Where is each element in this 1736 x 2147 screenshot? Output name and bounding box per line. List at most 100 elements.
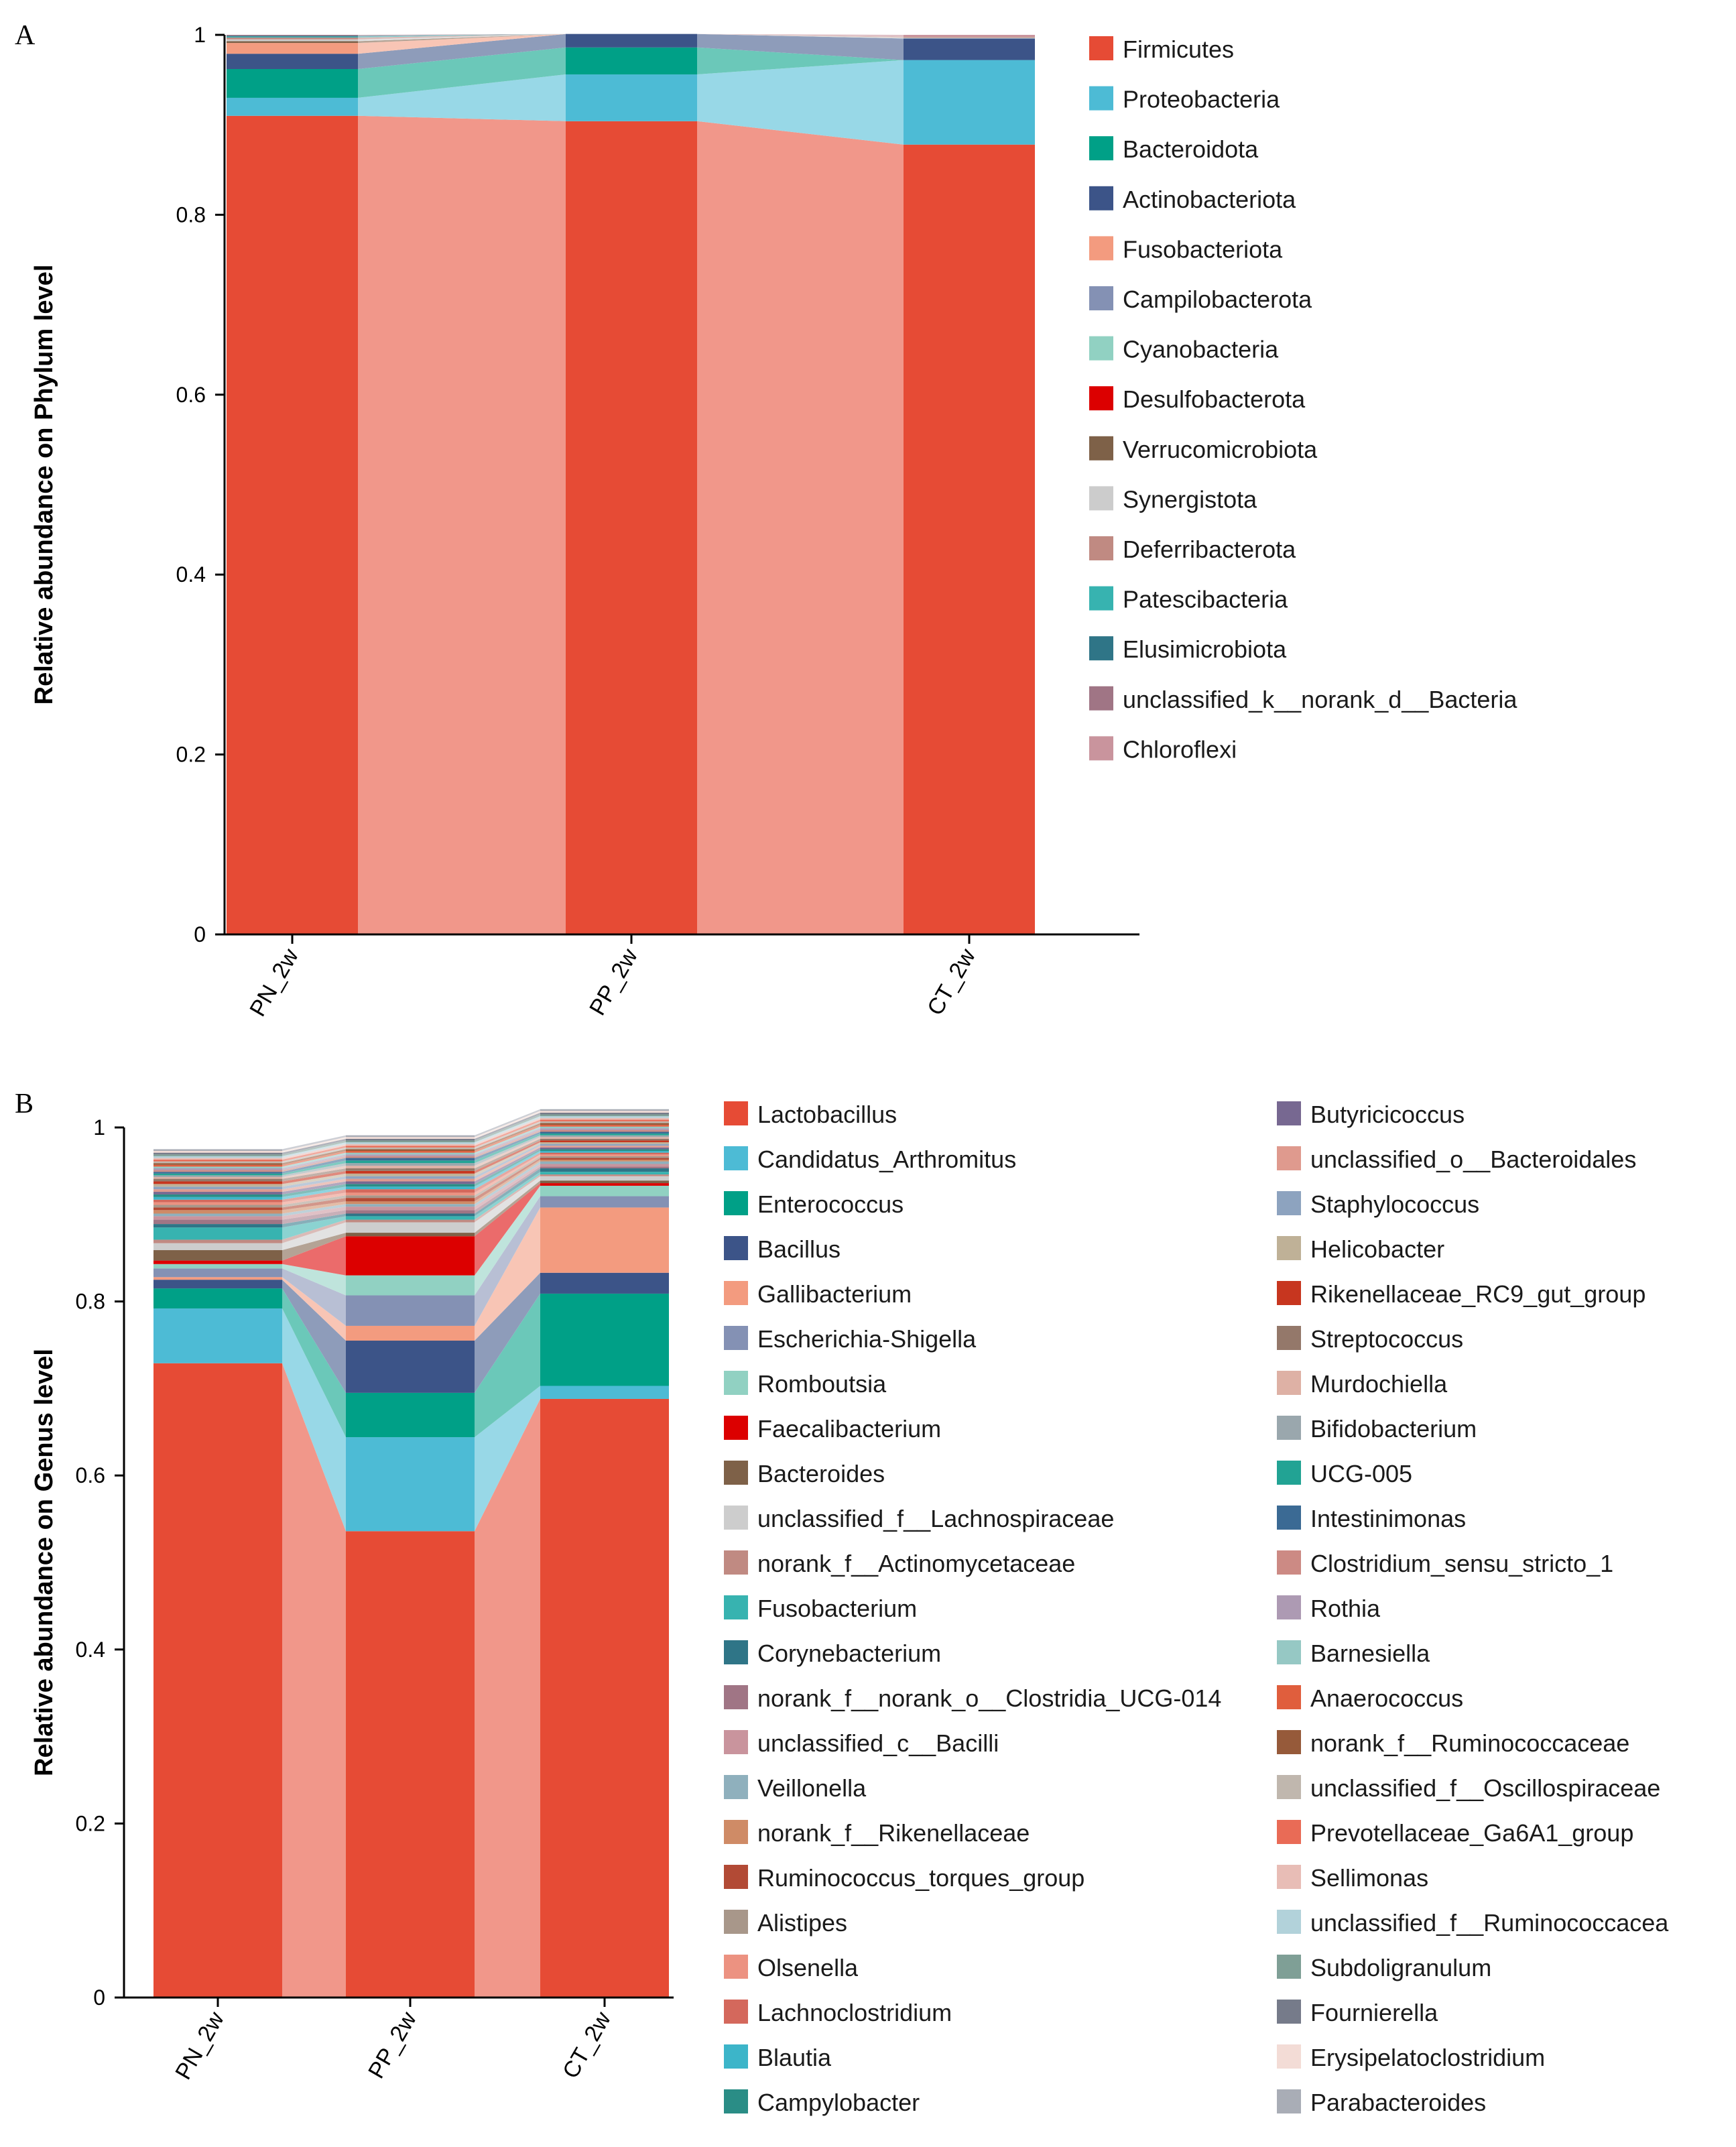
bar-segment-Anaerococcus-CT_2w xyxy=(540,1125,669,1127)
legend-item: norank_f__Rikenellaceae xyxy=(724,1819,1030,1847)
legend-label: Erysipelatoclostridium xyxy=(1310,2044,1545,2071)
legend-swatch xyxy=(1089,336,1113,361)
legend-swatch xyxy=(724,1371,748,1395)
bar-segment-Olsenella-PN_2w xyxy=(153,1202,282,1205)
bar-segment-Streptococcus-CT_2w xyxy=(540,1138,669,1141)
legend-item: unclassified_c__Bacilli xyxy=(724,1729,999,1757)
band-Parabacteroides-PP_2w-to-CT_2w xyxy=(475,1109,540,1138)
legend-swatch xyxy=(724,1730,748,1754)
legend-swatch xyxy=(724,1640,748,1664)
band-Bacteroides-PP_2w-to-CT_2w xyxy=(475,1180,540,1237)
band-unclassified_c__Bacilli-PP_2w-to-CT_2w xyxy=(475,1164,540,1211)
y-tick-label: 0.8 xyxy=(76,1290,105,1314)
bar-segment-Lachnoclostridium-CT_2w xyxy=(540,1152,669,1155)
bar-segment-Lactobacillus-PP_2w xyxy=(346,1531,475,1998)
bar-segment-Barnesiella-PN_2w xyxy=(153,1166,282,1169)
legend-item: Erysipelatoclostridium xyxy=(1277,2044,1545,2071)
bar-segment-norank_f__Ruminococcaceae-PN_2w xyxy=(153,1163,282,1165)
band-Rothia-PP_2w-to-CT_2w xyxy=(475,1128,540,1156)
bar-segment-Actinobacteriota-CT_2w xyxy=(904,38,1035,60)
band-Barnesiella-PN_2w-to-PP_2w xyxy=(282,1152,346,1168)
legend-label: Veillonella xyxy=(757,1774,867,1802)
legend-label: Olsenella xyxy=(757,1954,859,1981)
band-Alistipes-PN_2w-to-PP_2w xyxy=(282,1195,346,1208)
legend-item: Bifidobacterium xyxy=(1277,1415,1477,1443)
bar-segment-Bacillus-CT_2w xyxy=(540,1272,669,1294)
band-Rikenellaceae_RC9_gut_group-PN_2w-to-PP_2w xyxy=(282,1170,346,1184)
bar-segment-Bacteroides-CT_2w xyxy=(540,1180,669,1184)
bar-segment-Veillonella-PP_2w xyxy=(346,1204,475,1207)
bar-segment-Faecalibacterium-CT_2w xyxy=(540,1183,669,1186)
legend-item: unclassified_k__norank_d__Bacteria xyxy=(1089,686,1517,713)
band-Ruminococcus_torques_group-PP_2w-to-CT_2w xyxy=(475,1158,540,1202)
y-axis-title: Relative abundance on Genus level xyxy=(30,1349,58,1776)
bar-segment-unclassified_f__Oscillospiraceae-PP_2w xyxy=(346,1147,475,1150)
legend-item: Fusobacteriota xyxy=(1089,235,1283,263)
bar-segment-unclassified_f__Ruminococcacea-CT_2w xyxy=(540,1116,669,1118)
bar-segment-Corynebacterium-PP_2w xyxy=(346,1213,475,1217)
bar-segment-unclassified_o__Bacteroidales-PN_2w xyxy=(153,1189,282,1192)
y-tick-label: 1 xyxy=(93,1115,105,1140)
bar-segment-Firmicutes-PN_2w xyxy=(227,115,358,934)
bar-segment-Helicobacter-CT_2w xyxy=(540,1142,669,1144)
bar-segment-norank_f__norank_o__Clostridia_UCG-014-PN_2w xyxy=(153,1219,282,1225)
legend-swatch xyxy=(1277,1326,1301,1350)
legend-item: Sellimonas xyxy=(1277,1864,1428,1892)
bar-segment-unclassified_c__Bacilli-PP_2w xyxy=(346,1207,475,1211)
band-unclassified_o__Bacteroidales-PP_2w-to-CT_2w xyxy=(475,1146,540,1182)
bar-segment-Helicobacter-PP_2w xyxy=(346,1173,475,1176)
legend-label: Firmicutes xyxy=(1123,36,1234,63)
bar-segment-Anaerococcus-PN_2w xyxy=(153,1164,282,1167)
bar-segment-Olsenella-CT_2w xyxy=(540,1154,669,1156)
bar-segment-norank_f__Actinomycetaceae-PN_2w xyxy=(153,1239,282,1243)
legend-swatch xyxy=(1277,1820,1301,1844)
bar-segment-Romboutsia-PP_2w xyxy=(346,1275,475,1296)
bar-segment-Chloroflexi-CT_2w xyxy=(904,35,1035,37)
bar-segment-norank_f__norank_o__Clostridia_UCG-014-PP_2w xyxy=(346,1210,475,1214)
bar-segment-Escherichia-Shigella-CT_2w xyxy=(540,1196,669,1208)
bar-segment-Candidatus_Arthromitus-CT_2w xyxy=(540,1386,669,1399)
bar-segment-Alistipes-PN_2w xyxy=(153,1205,282,1208)
bar-segment-unclassified_f__Ruminococcacea-PN_2w xyxy=(153,1156,282,1158)
bar-segment-Rothia-PN_2w xyxy=(153,1168,282,1170)
bar-segment-Campylobacter-PN_2w xyxy=(153,1194,282,1197)
bar-segment-Candidatus_Arthromitus-PP_2w xyxy=(346,1437,475,1532)
legend-item: Gallibacterium xyxy=(724,1280,912,1308)
legend-swatch xyxy=(1089,686,1113,711)
legend-label: Rikenellaceae_RC9_gut_group xyxy=(1310,1280,1646,1308)
bar-segment-Rikenellaceae_RC9_gut_group-PN_2w xyxy=(153,1181,282,1184)
band-Enterococcus-PP_2w-to-CT_2w xyxy=(475,1293,540,1438)
legend-label: Campylobacter xyxy=(757,2089,920,2116)
legend-item: Faecalibacterium xyxy=(724,1415,941,1443)
legend-item: Corynebacterium xyxy=(724,1640,941,1667)
band-norank_f__norank_o__Clostridia_UCG-014-PN_2w-to-PP_2w xyxy=(282,1210,346,1225)
legend-item: Elusimicrobiota xyxy=(1089,635,1287,663)
band-Fournierella-PN_2w-to-PP_2w xyxy=(282,1138,346,1155)
legend-swatch xyxy=(1089,486,1113,511)
bar-segment-Sellimonas-PP_2w xyxy=(346,1144,475,1146)
legend-label: Subdoligranulum xyxy=(1310,1954,1491,1981)
legend-swatch xyxy=(1089,136,1113,161)
band-Bacteroides-PN_2w-to-PP_2w xyxy=(282,1233,346,1261)
band-Romboutsia-PP_2w-to-CT_2w xyxy=(475,1186,540,1296)
legend-item: norank_f__Ruminococcaceae xyxy=(1277,1729,1629,1757)
band-Sellimonas-PN_2w-to-PP_2w xyxy=(282,1144,346,1160)
legend-swatch xyxy=(724,2089,748,2113)
bar-segment-unclassified_f__Oscillospiraceae-CT_2w xyxy=(540,1121,669,1123)
bar-segment-Subdoligranulum-PN_2w xyxy=(153,1154,282,1156)
band-Intestinimonas-PN_2w-to-PP_2w xyxy=(282,1158,346,1174)
bar-segment-Candidatus_Arthromitus-PN_2w xyxy=(153,1308,282,1363)
legend-item: Intestinimonas xyxy=(1277,1505,1466,1532)
bar-segment-Prevotellaceae_Ga6A1_group-CT_2w xyxy=(540,1119,669,1121)
legend-item: norank_f__Actinomycetaceae xyxy=(724,1550,1075,1577)
bar-segment-Bifidobacterium-PN_2w xyxy=(153,1175,282,1177)
legend-item: Veillonella xyxy=(724,1774,867,1802)
legend-label: Clostridium_sensu_stricto_1 xyxy=(1310,1550,1613,1577)
legend-item: Ruminococcus_torques_group xyxy=(724,1864,1084,1892)
band-Escherichia-Shigella-PP_2w-to-CT_2w xyxy=(475,1196,540,1326)
bar-segment-UCG-005-CT_2w xyxy=(540,1133,669,1136)
legend-label: Actinobacteriota xyxy=(1123,186,1296,213)
bar-segment-Subdoligranulum-CT_2w xyxy=(540,1114,669,1117)
legend: Firmicutes Proteobacteria Bacteroidota Acti… xyxy=(1089,36,1517,763)
band-unclassified_f__Oscillospiraceae-PN_2w-to-PP_2w xyxy=(282,1147,346,1164)
